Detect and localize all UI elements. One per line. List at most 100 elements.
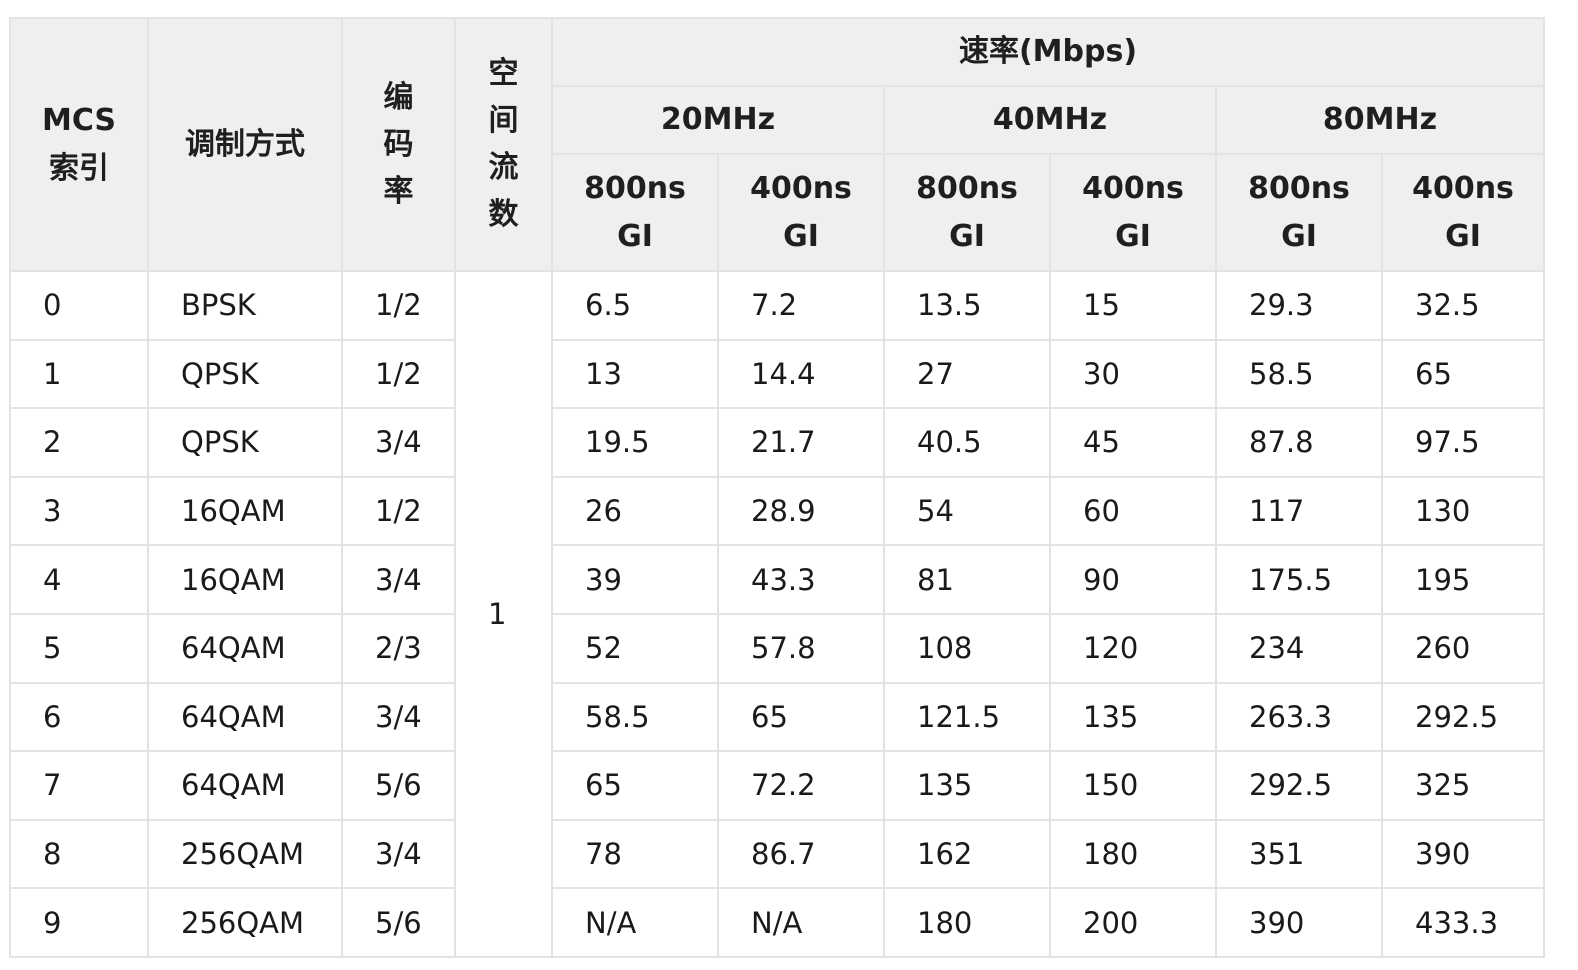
cell-rate-20mhz-800ns: 13 [551, 338, 719, 410]
table-row: 3 16QAM 1/2 26 28.9 54 60 117 130 [9, 475, 1545, 547]
table-row: 4 16QAM 3/4 39 43.3 81 90 175.5 195 [9, 544, 1545, 615]
cell-code-rate: 1/2 [341, 338, 456, 410]
cell-rate-80mhz-800ns: 58.5 [1215, 338, 1383, 410]
cell-rate-20mhz-800ns: 78 [551, 818, 719, 890]
header-bandwidth-40mhz: 40MHz [883, 85, 1217, 155]
header-rate: 速率(Mbps) [551, 17, 1545, 87]
cell-rate-80mhz-400ns: 390 [1381, 818, 1545, 890]
cell-rate-80mhz-800ns: 263.3 [1215, 681, 1383, 753]
header-gi-value: 400ns [1082, 170, 1184, 206]
cell-rate-20mhz-800ns: 65 [551, 750, 719, 821]
cell-spatial-streams: 1 [454, 270, 553, 958]
table-row: 9 256QAM 5/6 N/A N/A 180 200 390 433.3 [9, 887, 1545, 958]
table-row: 8 256QAM 3/4 78 86.7 162 180 351 390 [9, 818, 1545, 890]
cell-rate-20mhz-400ns: 28.9 [717, 475, 885, 547]
cell-rate-40mhz-400ns: 120 [1049, 612, 1217, 684]
header-gi-20mhz-400ns: 400ns GI [717, 153, 885, 272]
cell-rate-40mhz-800ns: 27 [883, 338, 1051, 410]
header-bandwidth-80mhz: 80MHz [1215, 85, 1545, 155]
cell-mcs-index: 8 [9, 818, 149, 890]
table-row: 0 BPSK 1/2 1 6.5 7.2 13.5 15 29.3 32.5 [9, 270, 1545, 958]
cell-modulation: 16QAM [147, 475, 343, 547]
header-gi-40mhz-800ns: 800ns GI [883, 153, 1051, 272]
table-body: 0 BPSK 1/2 1 6.5 7.2 13.5 15 29.3 32.5 1 QPSK 1/2 13 1… [9, 270, 1545, 958]
header-code-rate-char: 编 [383, 79, 414, 115]
header-gi-label: GI [1445, 218, 1481, 254]
table-row: 1 QPSK 1/2 13 14.4 27 30 58.5 65 [9, 338, 1545, 410]
cell-rate-80mhz-400ns: 32.5 [1381, 270, 1545, 341]
cell-code-rate: 3/4 [341, 681, 456, 753]
cell-rate-20mhz-400ns: 86.7 [717, 818, 885, 890]
cell-rate-40mhz-400ns: 90 [1049, 544, 1217, 615]
cell-rate-40mhz-800ns: 135 [883, 750, 1051, 821]
cell-modulation: 256QAM [147, 887, 343, 958]
cell-code-rate: 5/6 [341, 887, 456, 958]
cell-rate-40mhz-800ns: 13.5 [883, 270, 1051, 341]
cell-mcs-index: 6 [9, 681, 149, 753]
cell-code-rate: 2/3 [341, 612, 456, 684]
cell-rate-20mhz-400ns: 72.2 [717, 750, 885, 821]
cell-rate-40mhz-800ns: 40.5 [883, 407, 1051, 478]
header-code-rate-char: 码 [383, 126, 414, 162]
cell-rate-20mhz-800ns: 52 [551, 612, 719, 684]
table-row: 7 64QAM 5/6 65 72.2 135 150 292.5 325 [9, 750, 1545, 821]
cell-rate-20mhz-800ns: 26 [551, 475, 719, 547]
header-mcs-line2: 索引 [49, 150, 109, 186]
header-gi-label: GI [1115, 218, 1151, 254]
header-gi-value: 800ns [584, 170, 686, 206]
header-gi-value: 400ns [750, 170, 852, 206]
cell-modulation: BPSK [147, 270, 343, 341]
table-row: 5 64QAM 2/3 52 57.8 108 120 234 260 [9, 612, 1545, 684]
cell-rate-40mhz-400ns: 60 [1049, 475, 1217, 547]
cell-rate-40mhz-400ns: 135 [1049, 681, 1217, 753]
cell-rate-80mhz-400ns: 130 [1381, 475, 1545, 547]
cell-code-rate: 5/6 [341, 750, 456, 821]
cell-rate-80mhz-800ns: 390 [1215, 887, 1383, 958]
cell-rate-80mhz-400ns: 260 [1381, 612, 1545, 684]
cell-rate-80mhz-800ns: 292.5 [1215, 750, 1383, 821]
cell-mcs-index: 1 [9, 338, 149, 410]
header-spatial-streams-char: 数 [488, 197, 519, 232]
cell-code-rate: 3/4 [341, 818, 456, 890]
cell-code-rate: 3/4 [341, 407, 456, 478]
cell-rate-80mhz-800ns: 234 [1215, 612, 1383, 684]
header-spatial-streams-char: 间 [488, 103, 519, 138]
cell-rate-40mhz-400ns: 45 [1049, 407, 1217, 478]
cell-modulation: 64QAM [147, 681, 343, 753]
cell-rate-40mhz-800ns: 121.5 [883, 681, 1051, 753]
cell-rate-20mhz-400ns: 65 [717, 681, 885, 753]
table-header: MCS 索引 调制方式 编 码 率 空 间 流 数 [9, 17, 1545, 272]
cell-mcs-index: 3 [9, 475, 149, 547]
header-gi-value: 800ns [916, 170, 1018, 206]
cell-modulation: 64QAM [147, 750, 343, 821]
cell-mcs-index: 2 [9, 407, 149, 478]
header-gi-label: GI [949, 218, 985, 254]
cell-modulation: 256QAM [147, 818, 343, 890]
cell-rate-40mhz-800ns: 54 [883, 475, 1051, 547]
cell-rate-40mhz-400ns: 30 [1049, 338, 1217, 410]
cell-rate-20mhz-400ns: 43.3 [717, 544, 885, 615]
cell-mcs-index: 7 [9, 750, 149, 821]
header-code-rate-char: 率 [383, 173, 414, 209]
cell-rate-40mhz-400ns: 15 [1049, 270, 1217, 341]
cell-rate-20mhz-800ns: 6.5 [551, 270, 719, 341]
cell-rate-80mhz-400ns: 325 [1381, 750, 1545, 821]
cell-rate-80mhz-800ns: 87.8 [1215, 407, 1383, 478]
cell-rate-20mhz-800ns: 19.5 [551, 407, 719, 478]
header-mcs-line1: MCS [41, 102, 117, 138]
header-gi-label: GI [1281, 218, 1317, 254]
cell-mcs-index: 9 [9, 887, 149, 958]
header-gi-label: GI [617, 218, 653, 254]
cell-rate-80mhz-800ns: 29.3 [1215, 270, 1383, 341]
cell-rate-80mhz-400ns: 433.3 [1381, 887, 1545, 958]
cell-rate-20mhz-800ns: 39 [551, 544, 719, 615]
header-gi-80mhz-800ns: 800ns GI [1215, 153, 1383, 272]
header-gi-value: 400ns [1412, 170, 1514, 206]
header-spatial-streams-char: 流 [488, 150, 519, 185]
table-row: 6 64QAM 3/4 58.5 65 121.5 135 263.3 292.5 [9, 681, 1545, 753]
cell-rate-40mhz-400ns: 150 [1049, 750, 1217, 821]
cell-rate-20mhz-400ns: 21.7 [717, 407, 885, 478]
cell-rate-20mhz-400ns: 14.4 [717, 338, 885, 410]
mcs-rate-table: MCS 索引 调制方式 编 码 率 空 间 流 数 [9, 17, 1545, 958]
cell-rate-40mhz-400ns: 180 [1049, 818, 1217, 890]
